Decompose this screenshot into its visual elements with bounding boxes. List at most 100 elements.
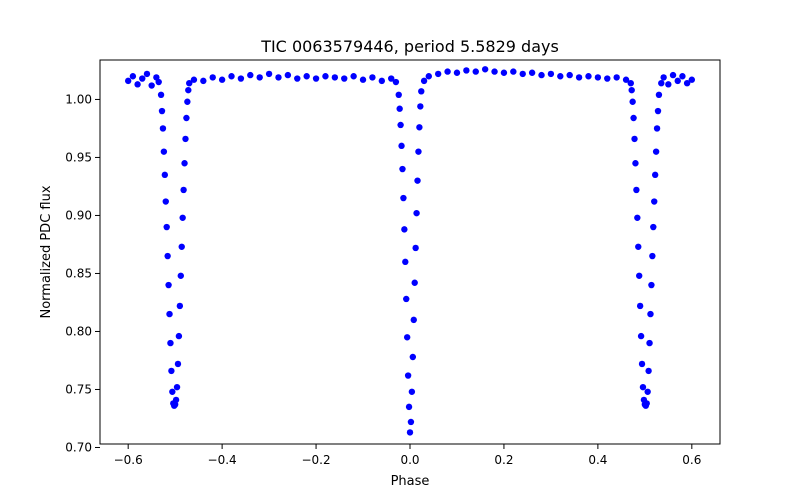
data-point bbox=[399, 165, 406, 173]
data-point bbox=[176, 302, 184, 310]
data-point bbox=[172, 396, 180, 404]
data-point bbox=[472, 68, 479, 75]
y-tick-label: 0.85 bbox=[65, 266, 92, 280]
data-point bbox=[688, 76, 696, 83]
y-tick-label: 1.00 bbox=[65, 92, 92, 106]
x-tick-label: 0.6 bbox=[682, 453, 701, 467]
data-point bbox=[155, 78, 162, 86]
x-tick-label: −0.4 bbox=[208, 453, 237, 467]
y-axis-label: Normalized PDC flux bbox=[39, 185, 54, 318]
data-point bbox=[643, 400, 650, 407]
y-tick-label: 0.90 bbox=[65, 208, 92, 222]
data-point bbox=[303, 73, 310, 80]
data-point bbox=[218, 76, 226, 83]
data-point bbox=[683, 80, 691, 87]
data-point bbox=[453, 69, 461, 76]
data-point bbox=[404, 372, 412, 379]
data-point bbox=[256, 74, 263, 81]
y-tick-label: 0.75 bbox=[65, 382, 92, 396]
data-point bbox=[651, 198, 658, 205]
x-axis-label: Phase bbox=[391, 474, 430, 489]
data-point bbox=[575, 74, 583, 81]
data-point bbox=[644, 388, 651, 395]
data-point bbox=[420, 77, 428, 85]
y-tick-label: 0.70 bbox=[65, 440, 92, 454]
data-point bbox=[162, 198, 169, 205]
data-point bbox=[397, 121, 404, 129]
data-point bbox=[180, 186, 187, 194]
data-point bbox=[628, 86, 635, 94]
data-point bbox=[585, 73, 592, 80]
data-point bbox=[413, 209, 420, 217]
data-point bbox=[639, 383, 647, 391]
data-point bbox=[416, 124, 423, 131]
data-point bbox=[594, 74, 602, 81]
x-tick-label: 0.4 bbox=[588, 453, 607, 467]
x-axis-ticks: −0.6 −0.4 −0.2 0.0 0.2 0.4 0.6 bbox=[114, 444, 701, 467]
data-point bbox=[403, 295, 410, 303]
x-tick-label: −0.6 bbox=[114, 453, 143, 467]
data-point bbox=[674, 77, 681, 85]
data-point bbox=[415, 148, 422, 155]
data-point bbox=[627, 80, 634, 87]
data-point bbox=[417, 103, 424, 110]
data-point bbox=[637, 332, 645, 340]
data-point bbox=[634, 214, 641, 221]
data-point bbox=[186, 80, 193, 87]
data-point bbox=[184, 98, 191, 105]
data-point bbox=[665, 81, 672, 88]
data-point bbox=[632, 160, 639, 167]
data-point bbox=[408, 388, 416, 395]
data-point bbox=[425, 73, 432, 80]
data-point bbox=[275, 74, 282, 81]
data-point bbox=[528, 69, 536, 76]
data-point bbox=[481, 66, 489, 73]
data-point bbox=[284, 71, 292, 79]
x-tick-label: −0.2 bbox=[301, 453, 330, 467]
data-point bbox=[237, 75, 245, 82]
data-point bbox=[129, 73, 137, 80]
data-point bbox=[405, 403, 413, 411]
data-point bbox=[177, 272, 184, 279]
data-point bbox=[331, 74, 339, 81]
data-point bbox=[185, 86, 192, 94]
data-point bbox=[392, 78, 400, 86]
data-point bbox=[167, 339, 174, 347]
data-point bbox=[395, 91, 402, 99]
data-point bbox=[547, 70, 555, 78]
data-point bbox=[124, 77, 132, 85]
data-point bbox=[134, 81, 141, 88]
data-point bbox=[566, 71, 573, 79]
data-point bbox=[139, 75, 146, 82]
data-point bbox=[228, 73, 235, 80]
data-point bbox=[519, 70, 526, 78]
data-point bbox=[410, 316, 417, 324]
data-point bbox=[636, 272, 643, 279]
x-tick-label: 0.0 bbox=[400, 453, 419, 467]
data-point bbox=[557, 73, 564, 80]
data-point bbox=[398, 142, 405, 150]
data-point bbox=[166, 310, 173, 318]
data-point bbox=[181, 160, 188, 167]
data-point bbox=[630, 114, 637, 122]
data-point bbox=[312, 75, 320, 82]
data-point bbox=[510, 68, 517, 75]
data-point bbox=[463, 67, 470, 74]
data-point bbox=[174, 360, 182, 368]
data-point bbox=[163, 223, 170, 231]
data-point bbox=[143, 70, 151, 78]
data-point bbox=[190, 76, 198, 83]
data-point bbox=[651, 171, 659, 179]
data-point bbox=[660, 74, 667, 81]
y-tick-label: 0.95 bbox=[65, 150, 92, 164]
data-point bbox=[157, 91, 165, 99]
chart-title: TIC 0063579446, period 5.5829 days bbox=[260, 37, 559, 56]
data-point bbox=[647, 310, 654, 318]
data-point bbox=[635, 243, 642, 250]
data-point bbox=[409, 353, 417, 361]
data-point bbox=[444, 68, 451, 75]
data-point bbox=[294, 75, 301, 82]
data-point bbox=[200, 77, 207, 85]
